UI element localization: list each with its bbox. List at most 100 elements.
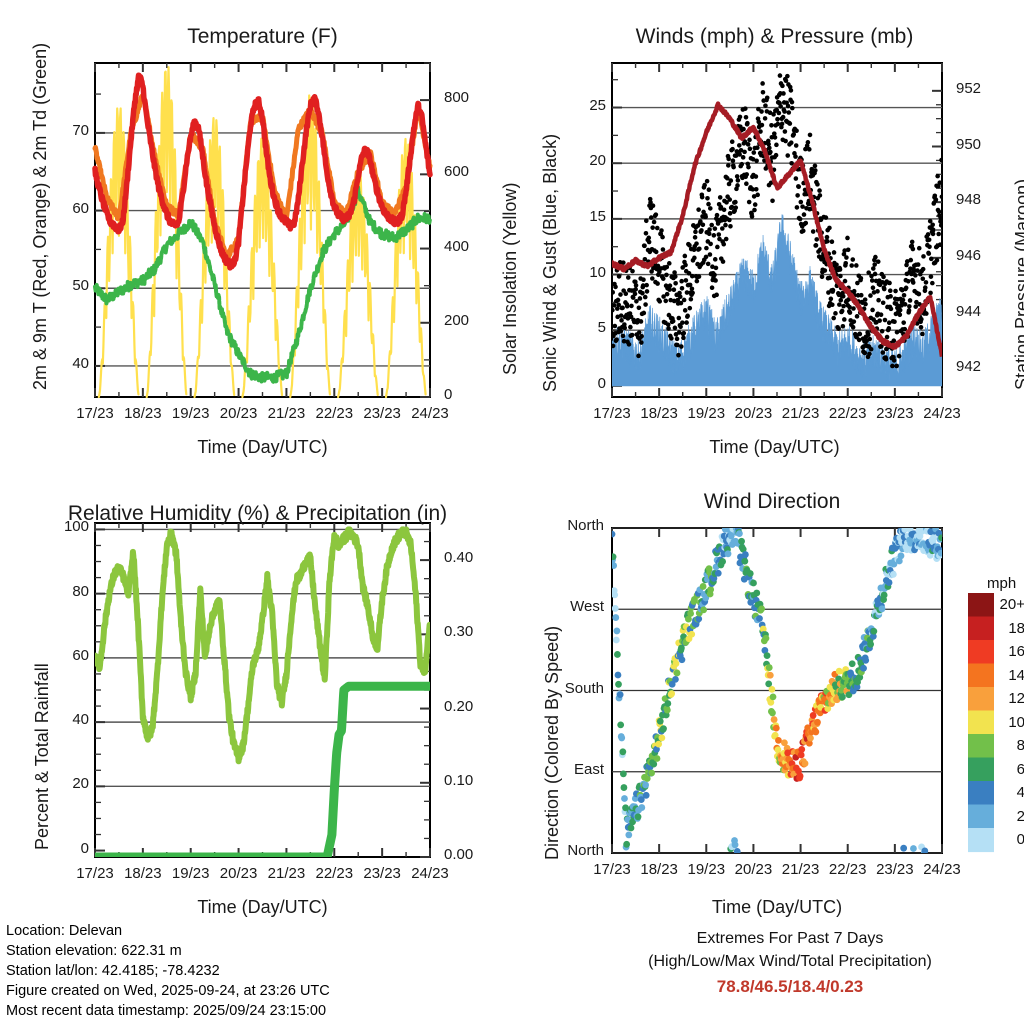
gust-point [809,166,815,172]
x-axis-tick-label: 22/23 [828,861,867,878]
colorbar-tick-label: 12 [1008,690,1024,707]
gust-point [775,121,781,127]
gust-point [668,297,673,303]
gust-point [876,297,881,303]
gust-point [902,326,908,332]
gust-point [884,334,890,340]
colorbar-swatch [968,757,994,782]
wind-direction-point [613,627,621,635]
gust-point [935,173,940,179]
gust-point [664,272,669,278]
gust-point [613,284,618,290]
wind-direction-point [766,671,774,679]
gust-point [789,99,795,105]
gust-point [718,204,724,210]
gust-point [672,325,678,331]
gust-point [621,338,627,344]
station-metadata-line: Figure created on Wed, 2025-09-24, at 23… [6,983,330,999]
colorbar-swatch [968,616,994,641]
gust-point [796,184,801,190]
gust-point [867,351,872,357]
gust-point [786,110,792,115]
gust-point [750,187,756,192]
gust-point [880,300,886,306]
gust-point [881,274,886,280]
gust-point [723,236,729,242]
temperature-x-axis-label: Time (Day/UTC) [197,437,328,457]
x-axis-tick-label: 18/23 [640,405,678,422]
wind-direction-point [688,630,696,638]
wind-direction-point [724,550,732,558]
gust-point [623,291,629,297]
y2-axis-tick-label: 952 [956,79,982,97]
gust-point [740,155,746,160]
gust-point [762,116,768,121]
gust-point [707,252,713,257]
solar-insolation-trace [289,94,331,399]
wind-direction-point [746,570,754,577]
gust-point [886,320,892,326]
wind-direction-point [775,736,782,744]
gust-point [737,152,742,157]
gust-point [760,89,766,95]
gust-point [629,303,634,309]
wind-direction-point [796,772,804,780]
gust-point [880,350,886,355]
wind-direction-point [762,634,770,642]
gust-point [891,338,897,344]
gust-point [654,225,660,231]
gust-point [673,280,678,286]
gust-point [637,296,643,301]
gust-point [759,122,765,128]
wind-direction-point [770,716,778,723]
gust-point [881,286,887,292]
gust-point [909,239,915,245]
gust-point [616,274,622,279]
gust-point [886,326,892,331]
gust-point [728,223,733,229]
gust-point [923,280,929,285]
wind-direction-point [620,784,628,791]
gust-point [774,142,779,148]
wind-direction-point [812,728,820,736]
gust-point [778,104,783,109]
gust-point [829,239,835,245]
wind-direction-point [885,579,893,586]
total-rainfall-trace [95,681,430,857]
x-axis-tick-label: 20/23 [219,865,258,882]
wind-direction-point [869,632,877,640]
wind-direction-plot [611,527,943,854]
gust-point [745,120,750,126]
gust-point [612,343,616,349]
y-axis-tick-label: South [564,679,604,697]
gust-point [689,273,695,279]
gust-point [921,254,926,259]
gust-point [706,187,712,193]
gust-point [678,300,684,306]
gust-point [727,211,733,216]
y-axis-tick-label: North [567,517,604,534]
y2-axis-tick-label: 800 [444,89,470,107]
wind-direction-point [870,627,878,635]
gust-point [697,246,702,252]
gust-point [877,318,882,323]
gust-point [712,226,718,231]
gust-point [679,285,685,291]
gust-point [747,146,753,152]
gust-point [705,261,711,267]
gust-point [855,280,860,286]
gust-point [729,139,735,144]
x-axis-tick-label: 17/23 [76,405,114,422]
gust-point [926,251,932,256]
gust-point [704,178,710,184]
y-axis-tick-label: 0 [597,374,606,392]
wind-direction-point [758,605,766,613]
gust-point [843,260,849,266]
gust-point [858,275,864,281]
gust-point [831,315,836,321]
x-axis-tick-label: 20/23 [734,861,773,878]
wind-direction-point [685,615,692,623]
gust-point [681,330,687,336]
wind-direction-point [687,610,695,617]
gust-point [938,223,942,228]
